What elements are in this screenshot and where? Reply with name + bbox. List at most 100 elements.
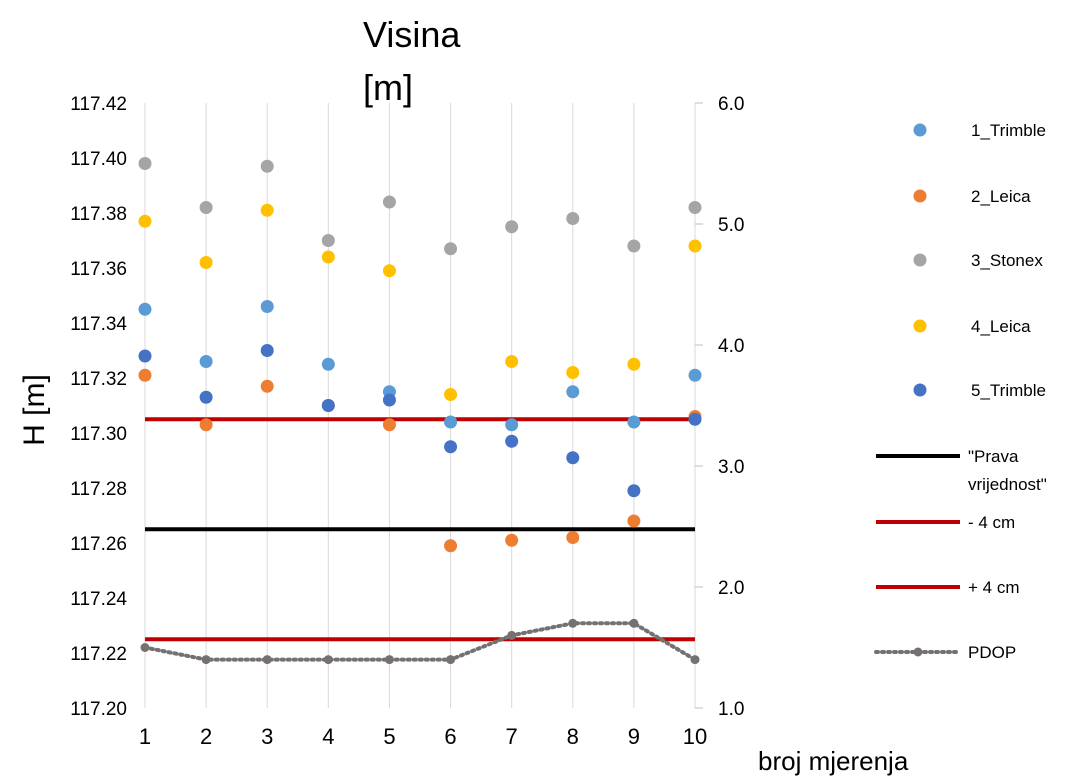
data-point bbox=[566, 451, 580, 465]
chart-title: Visina [m] bbox=[363, 14, 461, 108]
left-y-tick-label: 117.20 bbox=[70, 699, 127, 720]
data-point bbox=[566, 531, 580, 544]
legend-label: - 4 cm bbox=[968, 513, 1015, 532]
legend-label: + 4 cm bbox=[968, 578, 1020, 597]
left-y-tick-label: 117.40 bbox=[70, 149, 127, 170]
data-point bbox=[688, 368, 702, 382]
data-point bbox=[382, 393, 396, 407]
legend-label: 2_Leica bbox=[971, 187, 1031, 206]
legend-label: 1_Trimble bbox=[971, 121, 1046, 140]
pdop-point bbox=[323, 655, 333, 665]
y-axis-label: H [m] bbox=[18, 374, 51, 446]
left-y-tick-labels: 117.42 117.40 117.38 117.36 117.34 117.32 117.… bbox=[70, 94, 127, 720]
data-point bbox=[444, 539, 458, 553]
data-point bbox=[260, 300, 274, 313]
pdop-point bbox=[629, 618, 639, 628]
x-tick-label: 9 bbox=[628, 724, 640, 749]
pdop-point bbox=[384, 655, 394, 665]
legend-label: "Prava vrijednost" bbox=[968, 447, 1047, 494]
left-y-tick-label: 117.28 bbox=[70, 479, 127, 500]
right-y-tick-label: 3.0 bbox=[718, 457, 744, 478]
data-point bbox=[321, 357, 335, 371]
data-point bbox=[199, 355, 213, 368]
left-y-tick-label: 117.30 bbox=[70, 424, 127, 445]
data-point bbox=[566, 366, 580, 379]
data-point bbox=[566, 212, 580, 225]
pdop-point bbox=[262, 655, 272, 665]
title-line: [m] bbox=[363, 67, 413, 108]
data-point bbox=[382, 418, 396, 432]
pdop-series bbox=[140, 618, 700, 665]
left-y-tick-label: 117.22 bbox=[70, 644, 127, 665]
x-tick-label: 6 bbox=[444, 724, 456, 749]
data-point bbox=[199, 256, 213, 269]
data-point bbox=[321, 234, 335, 247]
x-tick-label: 10 bbox=[683, 724, 707, 749]
data-point bbox=[382, 195, 396, 209]
x-tick-label: 3 bbox=[261, 724, 273, 749]
left-y-tick-label: 117.36 bbox=[70, 259, 127, 280]
data-point bbox=[444, 440, 458, 454]
data-point bbox=[138, 214, 152, 228]
data-point bbox=[688, 201, 702, 214]
data-point bbox=[627, 357, 641, 371]
x-tick-label: 2 bbox=[200, 724, 212, 749]
data-point bbox=[138, 368, 152, 382]
left-y-tick-label: 117.42 bbox=[70, 94, 127, 115]
legend-label: 3_Stonex bbox=[971, 251, 1043, 270]
data-point bbox=[505, 533, 519, 547]
legend-label-line: vrijednost" bbox=[968, 475, 1047, 494]
x-tick-label: 4 bbox=[322, 724, 334, 749]
right-y-tick-label: 6.0 bbox=[718, 94, 744, 115]
right-y-tick-label: 4.0 bbox=[718, 336, 744, 357]
left-y-tick-label: 117.34 bbox=[70, 314, 127, 335]
legend-label: 5_Trimble bbox=[971, 381, 1046, 400]
data-point bbox=[321, 399, 335, 412]
pdop-point bbox=[446, 655, 456, 665]
right-y-tick-label: 2.0 bbox=[718, 578, 744, 599]
data-point bbox=[138, 157, 152, 170]
left-y-tick-label: 117.38 bbox=[70, 204, 127, 225]
left-y-tick-label: 117.32 bbox=[70, 369, 127, 390]
left-y-tick-label: 117.24 bbox=[70, 589, 127, 610]
data-point bbox=[688, 239, 702, 253]
data-point bbox=[321, 250, 335, 264]
data-point bbox=[627, 415, 641, 429]
data-point bbox=[260, 159, 274, 173]
right-y-tick-label: 1.0 bbox=[718, 699, 744, 720]
data-point bbox=[444, 242, 458, 256]
right-y-tick-label: 5.0 bbox=[718, 215, 744, 236]
data-points bbox=[138, 157, 702, 553]
data-point bbox=[260, 203, 274, 217]
legend: 1_Trimble 2_Leica 3_Stonex 4_Leica 5_Trimble… bbox=[874, 121, 1047, 662]
pdop-point bbox=[507, 630, 517, 640]
x-tick-label: 1 bbox=[139, 724, 151, 749]
data-point bbox=[505, 355, 519, 368]
data-point bbox=[199, 201, 213, 214]
data-point bbox=[444, 415, 458, 429]
data-point bbox=[627, 514, 641, 528]
data-point bbox=[505, 434, 519, 448]
pdop-line bbox=[143, 621, 697, 662]
grid bbox=[144, 102, 703, 709]
x-tick-label: 5 bbox=[383, 724, 395, 749]
legend-marker bbox=[913, 319, 927, 333]
x-tick-labels: 1 2 3 4 5 6 7 8 9 10 bbox=[139, 724, 707, 749]
data-point bbox=[505, 418, 519, 432]
pdop-point bbox=[140, 643, 150, 652]
legend-label: PDOP bbox=[968, 643, 1016, 662]
reference-lines bbox=[145, 417, 695, 642]
right-y-tick-labels: 6.0 5.0 4.0 3.0 2.0 1.0 bbox=[718, 94, 744, 720]
x-tick-label: 7 bbox=[506, 724, 518, 749]
data-point bbox=[627, 484, 641, 498]
data-point bbox=[627, 239, 641, 253]
pdop-point bbox=[201, 655, 211, 665]
legend-marker bbox=[913, 189, 927, 203]
data-point bbox=[505, 220, 519, 234]
legend-label-line: "Prava bbox=[968, 447, 1019, 466]
data-point bbox=[688, 412, 702, 426]
legend-marker bbox=[913, 123, 927, 137]
pdop-point bbox=[690, 655, 700, 665]
legend-marker bbox=[913, 253, 927, 267]
